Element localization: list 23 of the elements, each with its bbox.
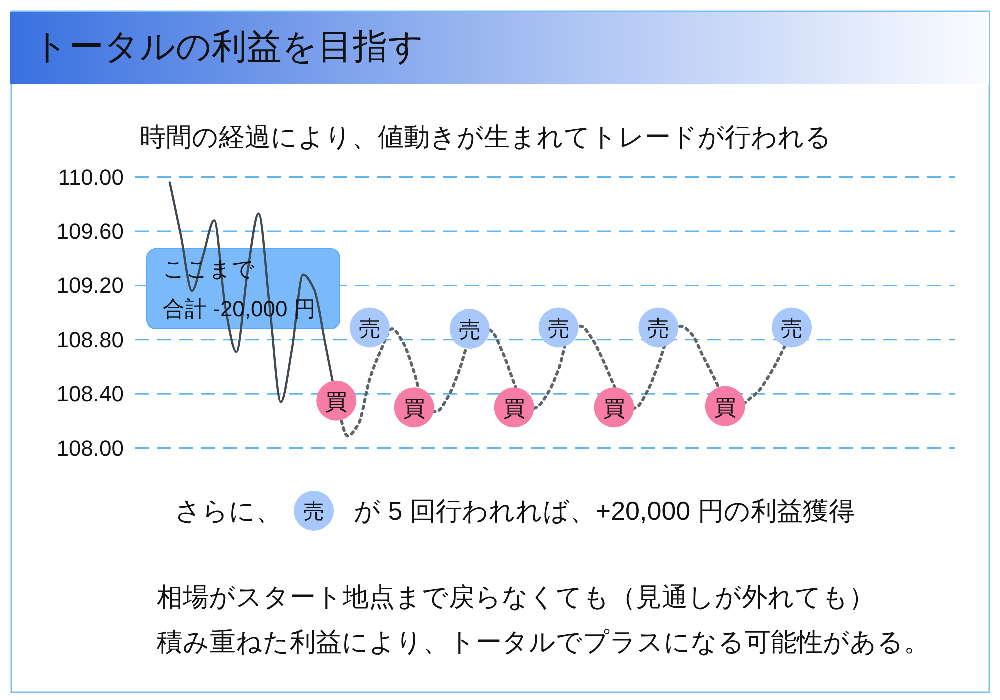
data-label: 買 <box>403 396 426 422</box>
data-label: 買 <box>503 396 526 422</box>
data-label: 売 <box>648 316 670 342</box>
title: トータルの利益を目指す <box>33 28 424 66</box>
y-tick-label: 109.60 <box>56 219 124 244</box>
data-label: 買 <box>326 389 348 414</box>
subtitle: 時間の経過により、値動きが生まれてトレードが行われる <box>140 122 832 152</box>
data-label: 売 <box>781 316 803 342</box>
data-label: 買 <box>603 396 626 422</box>
annotation: さらに、 <box>175 496 282 526</box>
annotation: 積み重ねた利益により、トータルでプラスになる可能性がある。 <box>157 627 930 657</box>
data-label: 売 <box>458 318 481 343</box>
y-tick-label: 109.20 <box>56 273 124 298</box>
annotation: 相場がスタート地点まで戻らなくても（見通しが外れても） <box>157 582 875 612</box>
y-tick-label: 108.00 <box>56 436 124 461</box>
annotation: が 5 回行われれば、+20,000 円の利益獲得 <box>354 496 855 526</box>
data-label: 買 <box>714 394 736 420</box>
data-label: 売 <box>548 316 570 342</box>
y-tick-label: 108.80 <box>56 327 124 352</box>
y-tick-label: 110.00 <box>58 164 124 190</box>
y-tick-label: 108.40 <box>56 382 124 407</box>
badge: 売 <box>294 491 334 531</box>
data-label: 売 <box>358 316 381 342</box>
